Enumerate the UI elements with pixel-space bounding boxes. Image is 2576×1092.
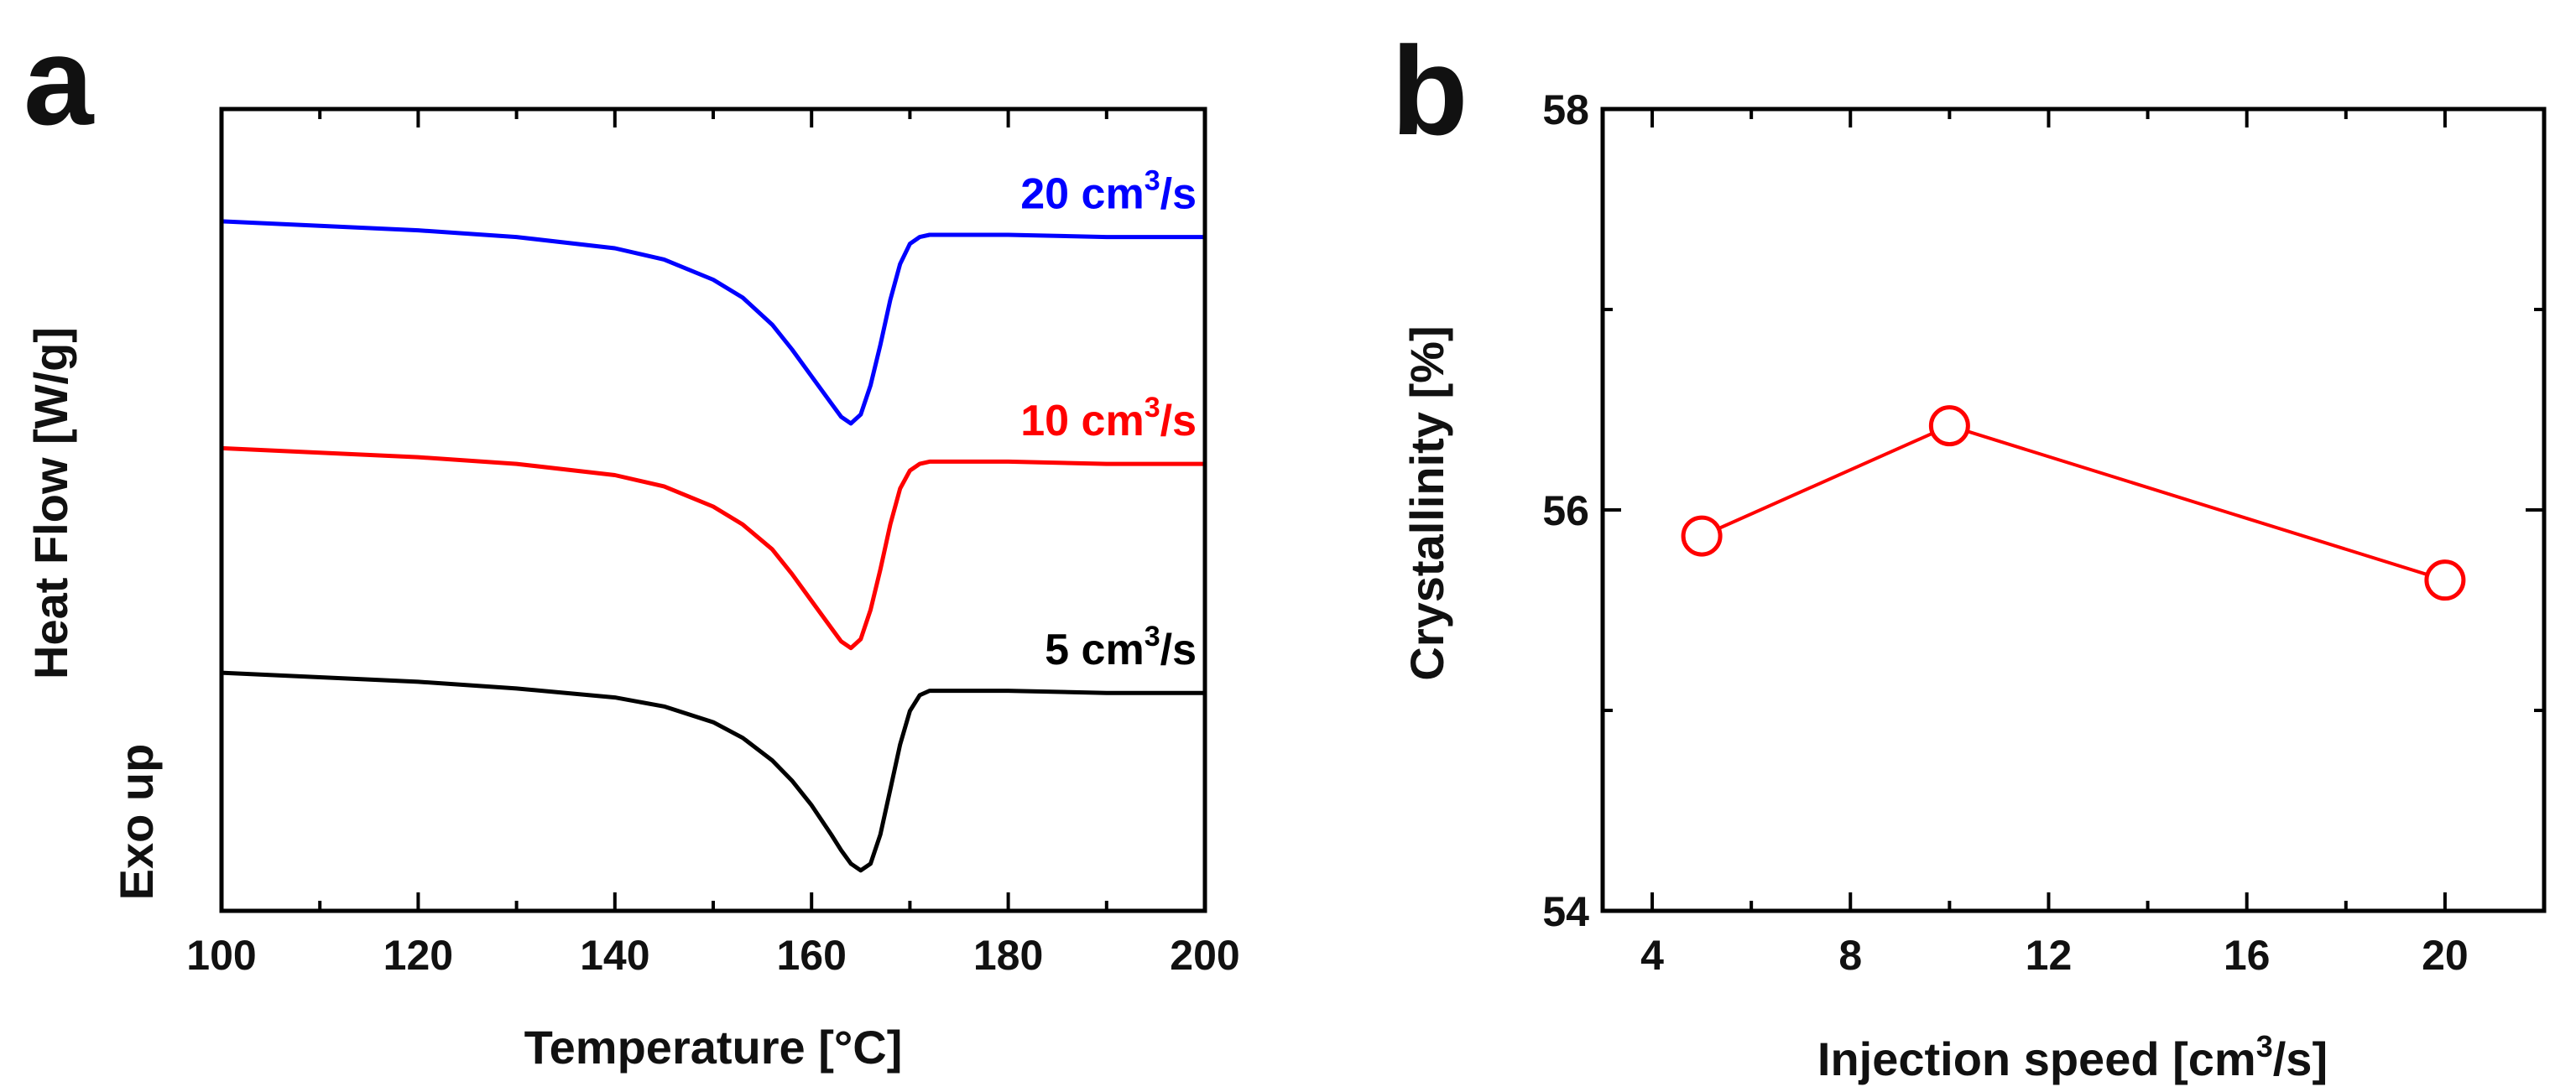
panel-b-y-ticks bbox=[1603, 107, 2544, 913]
panel-a-x-tick-label: 200 bbox=[1170, 932, 1239, 979]
panel-a-curve-20-cm3s bbox=[221, 219, 1205, 426]
panel-a-curve-labels: 20 cm3/s 10 cm3/s 5 cm3/s bbox=[1020, 165, 1197, 675]
panel-b-y-tick-label: 58 bbox=[1542, 86, 1589, 133]
panel-b-x-tick-labels: 4 8 12 16 20 bbox=[1640, 932, 2469, 979]
panel-a-x-axis-title: Temperature [°C] bbox=[524, 1021, 903, 1074]
panel-b-x-tick-label: 12 bbox=[2026, 932, 2073, 979]
panel-a-curves bbox=[221, 219, 1205, 873]
panel-b-y-tick-label: 56 bbox=[1542, 487, 1589, 534]
panel-a-curve-label-5: 5 cm3/s bbox=[1045, 621, 1197, 674]
panel-a-x-tick-label: 160 bbox=[776, 932, 846, 979]
panel-b-x-axis-title-main: Injection speed [cm bbox=[1817, 1032, 2256, 1085]
panel-b-letter: b bbox=[1391, 20, 1468, 161]
panel-b-data-point bbox=[1681, 515, 1723, 557]
panel-a-x-tick-label: 180 bbox=[973, 932, 1043, 979]
panel-a-curve-label-10: 10 cm3/s bbox=[1020, 392, 1197, 445]
panel-a-x-tick-labels: 100 120 140 160 180 200 bbox=[186, 932, 1239, 979]
panel-b-x-axis-title-tail: /s] bbox=[2273, 1032, 2328, 1085]
panel-b-x-tick-label: 16 bbox=[2224, 932, 2271, 979]
panel-b-x-tick-label: 20 bbox=[2422, 932, 2469, 979]
panel-b-x-tick-label: 8 bbox=[1838, 932, 1862, 979]
panel-a-y-axis-title: Heat Flow [W/g] bbox=[24, 327, 77, 679]
panel-a-x-tick-label: 120 bbox=[383, 932, 453, 979]
panel-a-x-tick-label: 100 bbox=[186, 932, 256, 979]
panel-b-x-ticks bbox=[1650, 109, 2546, 911]
panel-b-data-point bbox=[2424, 559, 2466, 601]
panel-b-x-axis-title-sup: 3 bbox=[2256, 1029, 2273, 1063]
panel-b-crystallinity-chart: b 4 8 12 16 20 54 56 58 Injection speed [cm3/s… bbox=[1391, 20, 2547, 1085]
panel-a-exo-up-note: Exo up bbox=[110, 744, 163, 901]
panel-b-data-point bbox=[1928, 405, 1970, 447]
panel-b-y-tick-label: 54 bbox=[1542, 888, 1589, 935]
panel-a-curve-10-cm3s bbox=[221, 445, 1205, 651]
panel-a-x-tick-label: 140 bbox=[580, 932, 649, 979]
panel-b-data-points bbox=[1681, 405, 2466, 601]
panel-b-x-tick-label: 4 bbox=[1640, 932, 1664, 979]
panel-b-x-axis-title: Injection speed [cm3/s] bbox=[1817, 1029, 2328, 1085]
panel-a-curve-5-cm3s bbox=[221, 670, 1205, 873]
panel-a-x-ticks bbox=[220, 109, 1207, 911]
panel-b-y-axis-title: Crystallinity [%] bbox=[1400, 325, 1453, 680]
panel-a-letter: a bbox=[23, 10, 95, 151]
panel-a-curve-label-20: 20 cm3/s bbox=[1020, 165, 1197, 219]
panel-a-dsc-chart: a 20 cm3/s 10 cm3/s 5 cm3/s 100 120 140 160 18… bbox=[23, 10, 1240, 1074]
panel-b-y-tick-labels: 54 56 58 bbox=[1542, 86, 1589, 935]
